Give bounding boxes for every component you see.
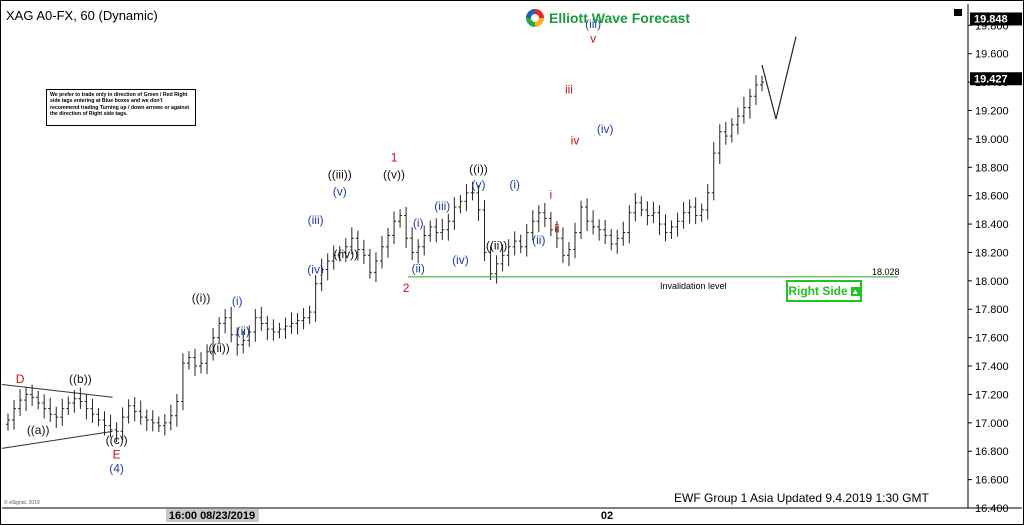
wave-label: ((i)) [469,162,488,176]
triangle-line [1,430,113,449]
invalidation-value: 18.028 [872,267,900,277]
arrow-up-icon: ▲ [850,286,860,296]
wave-label: ((i)) [192,291,211,305]
y-tick-label: 17.000 [975,418,1009,430]
footer-note: EWF Group 1 Asia Updated 9.4.2019 1:30 G… [674,491,929,505]
wave-label: ((c)) [106,433,128,447]
logo-text: Elliott Wave Forecast [549,10,691,26]
wave-label: (iv) [452,253,469,267]
wave-label: (iii) [308,213,324,227]
y-tick-label: 19.000 [975,134,1009,146]
wave-label: (i) [509,178,520,192]
wave-label: i [550,188,553,202]
wave-label: (v) [333,185,347,199]
disclaimer-box: We prefer to trade only in direction of … [46,89,196,126]
top-price-badge-bg [970,12,1022,26]
wave-label: (4) [109,462,124,476]
wave-label: ((iii)) [328,168,352,182]
top-price-badge: 19.848 [974,13,1008,25]
wave-label: iii [565,82,573,96]
wave-label: E [113,447,121,461]
y-tick-label: 18.800 [975,162,1009,174]
y-tick-label: 16.400 [975,503,1009,515]
x-tick-label: 02 [601,510,613,522]
invalidation-label: Invalidation level [660,281,727,291]
y-tick-label: 17.600 [975,333,1009,345]
logo: Elliott Wave Forecast [526,9,690,27]
y-tick-label: 18.000 [975,276,1009,288]
menu-icon [954,9,962,16]
wave-label: (ii) [412,261,425,275]
wave-label: v [590,31,596,45]
disclaimer-text: We prefer to trade only in direction of … [50,92,190,117]
copyright: © eSignal, 2019 [4,499,40,506]
y-tick-label: 19.200 [975,105,1009,117]
right-side-tag: Right Side ▲ [786,280,862,302]
y-tick-label: 16.800 [975,446,1009,458]
wave-label: (i) [232,294,243,308]
y-tick-label: 17.800 [975,304,1009,316]
y-tick-label: 18.400 [975,219,1009,231]
wave-label: ((ii)) [486,239,507,253]
wave-label: (ii) [237,324,250,338]
wave-label: 2 [403,281,410,295]
wave-label: (v) [471,178,485,192]
y-tick-label: 17.200 [975,389,1009,401]
wave-label: iv [571,134,580,148]
wave-label: (iv) [307,263,324,277]
wave-label: (i) [413,216,424,230]
wave-label: ((b)) [69,372,92,386]
wave-label: ((iv)) [333,247,358,261]
y-tick-label: 18.600 [975,191,1009,203]
wave-label: D [16,372,25,386]
y-tick-label: 19.600 [975,49,1009,61]
chart-title: XAG A0-FX, 60 (Dynamic) [6,8,158,23]
x-tick-label: 16:00 08/23/2019 [169,510,255,522]
wave-label: (ii) [532,233,545,247]
y-tick-label: 18.200 [975,247,1009,259]
wave-label: ((a)) [27,423,50,437]
current-price-badge: 19.427 [974,73,1008,85]
logo-mark-icon [526,9,544,27]
wave-label: ii [554,222,559,236]
triangle-line [1,383,113,398]
projection-path [761,36,797,120]
wave-label: (iii) [434,199,450,213]
wave-label: (iii) [585,17,601,31]
current-price-badge-bg [970,72,1022,86]
wave-label: (iv) [597,122,614,136]
x-cursor-label-bg [166,509,259,522]
right-side-label: Right Side [788,284,848,298]
wave-label: 1 [391,151,398,165]
wave-label: ((v)) [383,168,405,182]
y-tick-label: 16.600 [975,475,1009,487]
wave-label: ((ii)) [208,341,229,355]
y-tick-label: 17.400 [975,361,1009,373]
